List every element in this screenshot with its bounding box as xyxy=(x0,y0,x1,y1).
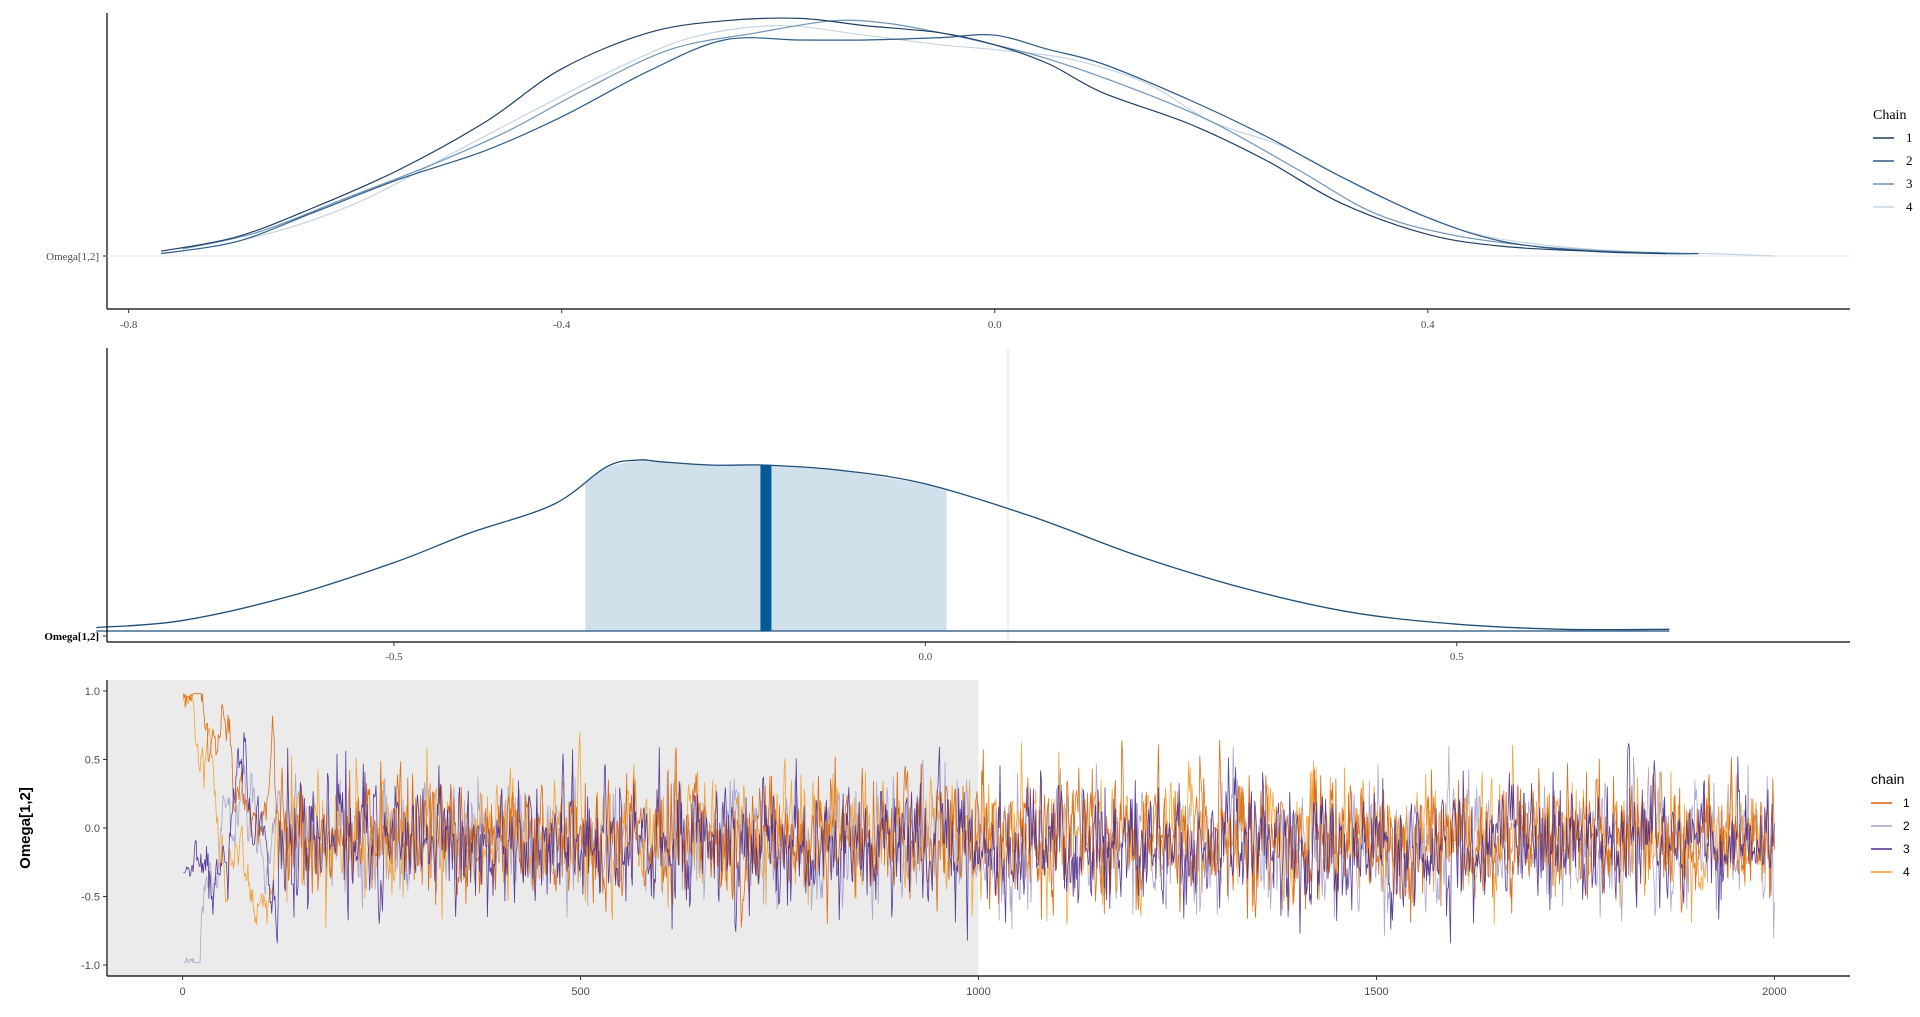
density-line-chain-2 xyxy=(161,34,1699,255)
trace-legend-title: chain xyxy=(1871,771,1904,787)
density-line-chain-4 xyxy=(215,24,1775,257)
density-legend-label-3: 3 xyxy=(1906,176,1913,191)
posterior-area-panel: Omega[1,2] -0.5 0.0 0.5 xyxy=(44,348,1850,663)
density-legend-entries: 1 2 3 4 xyxy=(1873,130,1913,214)
posterior-x-tick-label: 0.5 xyxy=(1450,651,1464,663)
trace-legend-label-3: 3 xyxy=(1903,842,1910,856)
trace-lines xyxy=(183,693,1775,964)
trace-legend-entries: 1 2 3 4 xyxy=(1871,796,1910,879)
trace-x-ticks: 0 500 1000 1500 2000 xyxy=(180,976,1787,998)
trace-x-tick-label: 0 xyxy=(180,986,186,998)
density-x-tick-label: -0.4 xyxy=(553,319,571,331)
trace-panel: -1.0 -0.5 0.0 0.5 1.0 0 500 1000 1500 2000 Omega… xyxy=(17,680,1910,998)
density-legend-label-1: 1 xyxy=(1906,130,1913,145)
density-x-tick-label: -0.8 xyxy=(120,319,138,331)
density-legend-label-4: 4 xyxy=(1906,199,1913,214)
trace-legend-label-4: 4 xyxy=(1903,865,1910,879)
trace-x-tick-label: 1500 xyxy=(1364,986,1388,998)
posterior-x-ticks: -0.5 0.0 0.5 xyxy=(385,642,1464,663)
trace-legend: chain 1 2 3 4 xyxy=(1871,771,1910,879)
density-overlay-x-ticks: -0.8 -0.4 0.0 0.4 xyxy=(120,309,1435,331)
density-x-tick-label: 0.4 xyxy=(1421,319,1435,331)
trace-y-tick-label: -0.5 xyxy=(81,892,100,904)
trace-x-tick-label: 500 xyxy=(571,986,589,998)
trace-legend-label-2: 2 xyxy=(1903,819,1910,833)
trace-y-tick-label: -1.0 xyxy=(81,960,100,972)
trace-line-chain-1 xyxy=(183,693,1775,928)
trace-y-tick-label: 0.0 xyxy=(85,823,100,835)
density-overlay-panel: Omega[1,2] -0.8 -0.4 0.0 0.4 Chain 1 2 3 4 xyxy=(46,13,1913,331)
density-overlay-legend: Chain 1 2 3 4 xyxy=(1873,108,1913,214)
posterior-y-tick-label: Omega[1,2] xyxy=(44,631,99,643)
trace-x-tick-label: 1000 xyxy=(966,986,990,998)
density-legend-label-2: 2 xyxy=(1906,153,1913,168)
density-legend-title: Chain xyxy=(1873,108,1906,123)
trace-y-axis-label: Omega[1,2] xyxy=(17,787,34,869)
density-overlay-y-tick-label: Omega[1,2] xyxy=(46,251,99,263)
posterior-x-tick-label: 0.0 xyxy=(918,651,932,663)
posterior-x-tick-label: -0.5 xyxy=(385,651,403,663)
trace-y-tick-label: 0.5 xyxy=(85,754,100,766)
density-line-chain-1 xyxy=(160,17,1667,255)
trace-legend-label-1: 1 xyxy=(1903,796,1910,810)
trace-y-ticks: -1.0 -0.5 0.0 0.5 1.0 xyxy=(81,686,107,972)
trace-x-tick-label: 2000 xyxy=(1762,986,1786,998)
density-overlay-lines xyxy=(160,17,1775,257)
trace-y-tick-label: 1.0 xyxy=(85,686,100,698)
trace-line-chain-3 xyxy=(183,732,1775,944)
density-x-tick-label: 0.0 xyxy=(988,319,1002,331)
density-line-chain-3 xyxy=(182,19,1688,255)
posterior-density-curve xyxy=(96,459,1670,631)
